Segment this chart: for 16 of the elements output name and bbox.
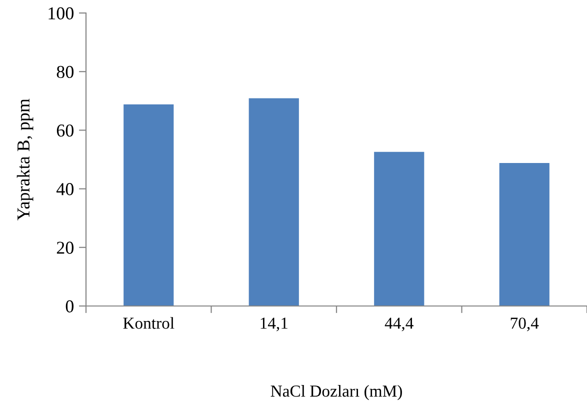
y-tick-label: 100 — [48, 7, 74, 20]
y-tick-label: 0 — [66, 300, 74, 312]
y-tick-label: 60 — [56, 124, 74, 137]
x-tick-label: 14,1 — [260, 318, 288, 332]
bar — [124, 104, 174, 306]
x-axis-title: NaCl Dozları (mM) — [270, 385, 402, 400]
bar — [374, 152, 424, 306]
x-tick-label: 44,4 — [384, 318, 414, 332]
y-tick-label: 40 — [56, 183, 74, 196]
x-tick-label: Kontrol — [123, 317, 174, 329]
y-tick-label: 80 — [56, 66, 74, 78]
x-tick-label: 70,4 — [510, 318, 539, 332]
y-axis-title: Yaprakta B, ppm — [16, 98, 34, 220]
y-tick-label: 20 — [56, 242, 74, 254]
bar — [248, 98, 299, 306]
bar — [499, 163, 550, 306]
